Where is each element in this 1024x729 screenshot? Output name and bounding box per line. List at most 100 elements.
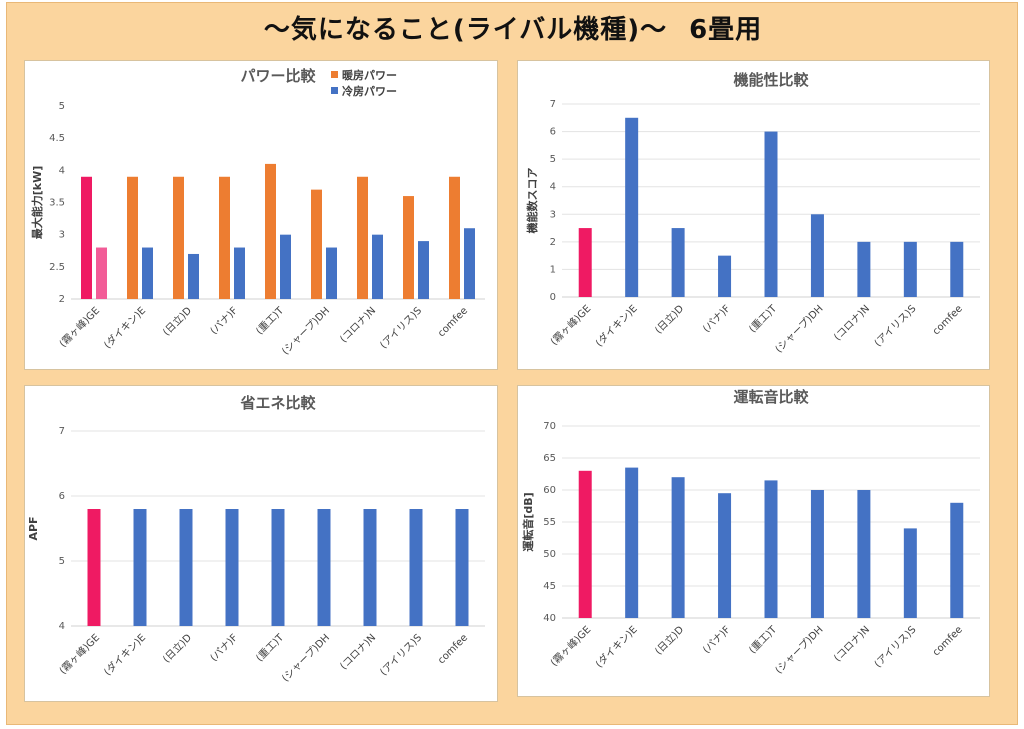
bar-noise-1 — [625, 467, 639, 618]
page-subtitle: 6畳用 — [689, 15, 763, 45]
y-axis-label: APF — [27, 516, 40, 540]
x-tick-label: comfee — [436, 305, 470, 339]
bar-noise-7 — [903, 528, 917, 618]
y-tick-label: 5 — [59, 101, 65, 112]
chart-title: パワー比較 — [240, 67, 316, 85]
bar-energy-8 — [455, 509, 469, 626]
y-tick-label: 70 — [543, 421, 556, 432]
legend-label: 冷房パワー — [342, 84, 397, 98]
bar-power-2-1 — [188, 253, 199, 299]
bar-noise-6 — [857, 490, 871, 618]
legend-swatch — [331, 87, 338, 94]
bar-power-3-1 — [234, 247, 245, 299]
bar-energy-4 — [271, 509, 285, 626]
bar-energy-7 — [409, 509, 423, 626]
x-tick-label: (霧ヶ峰)GE — [548, 624, 593, 669]
x-tick-label: (アイリス)S — [873, 303, 919, 349]
x-tick-label: (パナ)F — [700, 623, 732, 655]
legend-swatch — [331, 71, 338, 78]
y-tick-label: 3 — [550, 209, 556, 220]
y-tick-label: 50 — [543, 549, 556, 560]
y-tick-label: 2 — [59, 294, 65, 305]
x-tick-label: (重工)T — [746, 622, 780, 656]
y-tick-label: 6 — [59, 491, 65, 502]
bar-power-5-0 — [311, 189, 322, 299]
bar-function-0 — [578, 228, 592, 297]
y-tick-label: 0 — [550, 292, 556, 303]
y-tick-label: 65 — [543, 453, 556, 464]
bar-energy-0 — [87, 509, 101, 626]
bar-noise-5 — [810, 490, 824, 618]
chart-title: 機能性比較 — [733, 71, 809, 89]
y-tick-label: 6 — [550, 127, 556, 138]
y-tick-label: 3 — [59, 230, 65, 241]
bar-function-3 — [718, 255, 732, 297]
bar-energy-3 — [225, 509, 239, 626]
bar-power-8-1 — [464, 228, 475, 299]
x-tick-label: (シャープ)DH — [773, 303, 826, 356]
bar-power-5-1 — [326, 247, 337, 299]
x-tick-label: (コロナ)N — [338, 305, 379, 346]
y-tick-label: 7 — [550, 99, 556, 110]
y-tick-label: 3.5 — [49, 198, 65, 209]
x-tick-label: comfee — [931, 303, 965, 337]
legend-label: 暖房パワー — [342, 68, 397, 82]
x-tick-label: (ダイキン)E — [593, 623, 640, 670]
x-tick-label: (霧ヶ峰)GE — [57, 305, 102, 350]
bar-function-7 — [903, 241, 917, 297]
bar-power-7-0 — [403, 196, 414, 299]
x-tick-label: (アイリス)S — [378, 305, 424, 351]
power-chart-panel: パワー比較最大能力[kW] 2 2.5 3 3.5 4 4.5 5 (霧ヶ峰)GE (ダイキン)E… — [24, 60, 498, 370]
y-axis-label: 機能数スコア — [525, 168, 539, 234]
y-tick-label: 1 — [550, 264, 556, 275]
x-tick-label: (パナ)F — [208, 304, 240, 336]
x-tick-label: comfee — [931, 624, 965, 658]
bar-noise-0 — [578, 470, 592, 618]
y-tick-label: 60 — [543, 485, 556, 496]
bar-function-4 — [764, 131, 778, 297]
bar-noise-4 — [764, 480, 778, 618]
bar-function-2 — [671, 228, 685, 297]
x-tick-label: (ダイキン)E — [101, 304, 148, 351]
x-tick-label: (霧ヶ峰)GE — [57, 632, 102, 677]
bar-power-0-1 — [96, 247, 107, 299]
x-tick-label: comfee — [436, 632, 470, 666]
bar-function-5 — [810, 214, 824, 297]
bar-noise-2 — [671, 477, 685, 618]
bar-power-4-0 — [265, 163, 276, 299]
x-tick-label: (アイリス)S — [378, 632, 424, 678]
bar-noise-8 — [950, 502, 964, 618]
bar-power-6-1 — [372, 234, 383, 299]
bar-power-8-0 — [449, 176, 460, 299]
x-tick-label: (重工)T — [253, 303, 287, 337]
bar-noise-3 — [718, 493, 732, 618]
bar-function-6 — [857, 241, 871, 297]
chart-title: 運転音比較 — [733, 388, 809, 406]
x-tick-label: (コロナ)N — [338, 632, 379, 673]
page-title: ～気になること(ライバル機種)～ 6畳用 — [7, 9, 1019, 49]
chart-title: 省エネ比較 — [239, 394, 316, 412]
x-tick-label: (重工)T — [746, 301, 780, 335]
y-tick-label: 45 — [543, 581, 556, 592]
y-axis-label: 最大能力[kW] — [30, 166, 44, 240]
y-tick-label: 4 — [59, 621, 65, 632]
y-tick-label: 5 — [59, 556, 65, 567]
bar-power-2-0 — [173, 176, 184, 299]
y-tick-label: 4 — [59, 165, 65, 176]
x-tick-label: (ダイキン)E — [593, 302, 640, 349]
y-tick-label: 4 — [550, 182, 556, 193]
noise-chart-panel: 運転音比較 運転音[dB] 40 45 50 55 60 65 70 (霧ヶ峰)GE (ダイキン)E… — [517, 385, 990, 697]
x-tick-label: (日立)D — [652, 302, 687, 337]
x-tick-label: (コロナ)N — [831, 303, 872, 344]
bar-energy-5 — [317, 509, 331, 626]
x-tick-label: (シャープ)DH — [279, 632, 332, 685]
bar-function-1 — [625, 117, 639, 298]
y-tick-label: 4.5 — [49, 133, 65, 144]
x-tick-label: (日立)D — [652, 623, 687, 658]
x-tick-label: (パナ)F — [700, 302, 732, 334]
bar-energy-2 — [179, 509, 193, 626]
y-axis-label: 運転音[dB] — [521, 492, 535, 551]
y-tick-label: 2.5 — [49, 262, 65, 273]
